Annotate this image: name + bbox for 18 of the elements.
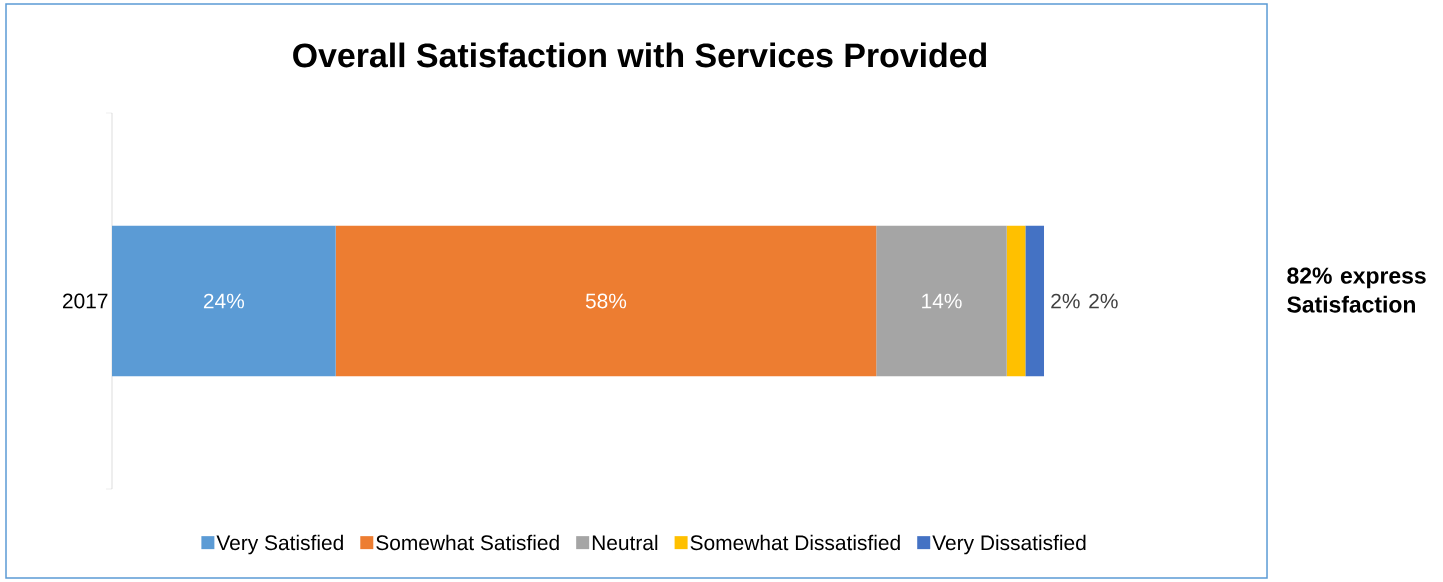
data-label: 14%	[922, 293, 962, 309]
legend-label: Very Dissatisfied	[932, 534, 1086, 555]
legend-label: Somewhat Satisfied	[376, 534, 559, 551]
text: 82% express Satisfaction	[1287, 267, 1426, 313]
bar	[1006, 225, 1026, 377]
chart-title: Overall Satisfaction with Services Provided	[293, 42, 987, 68]
data-label: 2%	[1051, 293, 1080, 309]
data-label: 58%	[585, 293, 627, 309]
legend-label: Neutral	[592, 534, 658, 551]
data-label: 2%	[1089, 293, 1118, 309]
legend-label: Very Satisfied	[216, 534, 343, 555]
bar	[876, 225, 1007, 377]
legend-label: Somewhat Dissatisfied	[690, 534, 900, 551]
data-label: 24%	[203, 293, 245, 309]
bar	[1025, 225, 1045, 377]
bar	[112, 225, 336, 377]
y-tick-label: 2017	[62, 293, 108, 309]
bar	[335, 225, 877, 377]
